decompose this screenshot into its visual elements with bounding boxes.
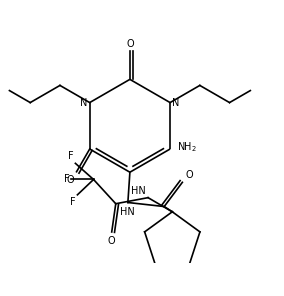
Text: HN: HN (120, 207, 135, 217)
Text: HN: HN (131, 186, 146, 196)
Text: O: O (108, 236, 116, 246)
Text: NH$_2$: NH$_2$ (178, 140, 197, 154)
Text: O: O (67, 175, 74, 185)
Text: F: F (70, 197, 76, 207)
Text: F: F (68, 151, 74, 161)
Text: N: N (172, 98, 179, 107)
Text: O: O (186, 170, 193, 180)
Text: F: F (64, 174, 70, 184)
Text: N: N (80, 98, 88, 107)
Text: O: O (126, 39, 134, 49)
